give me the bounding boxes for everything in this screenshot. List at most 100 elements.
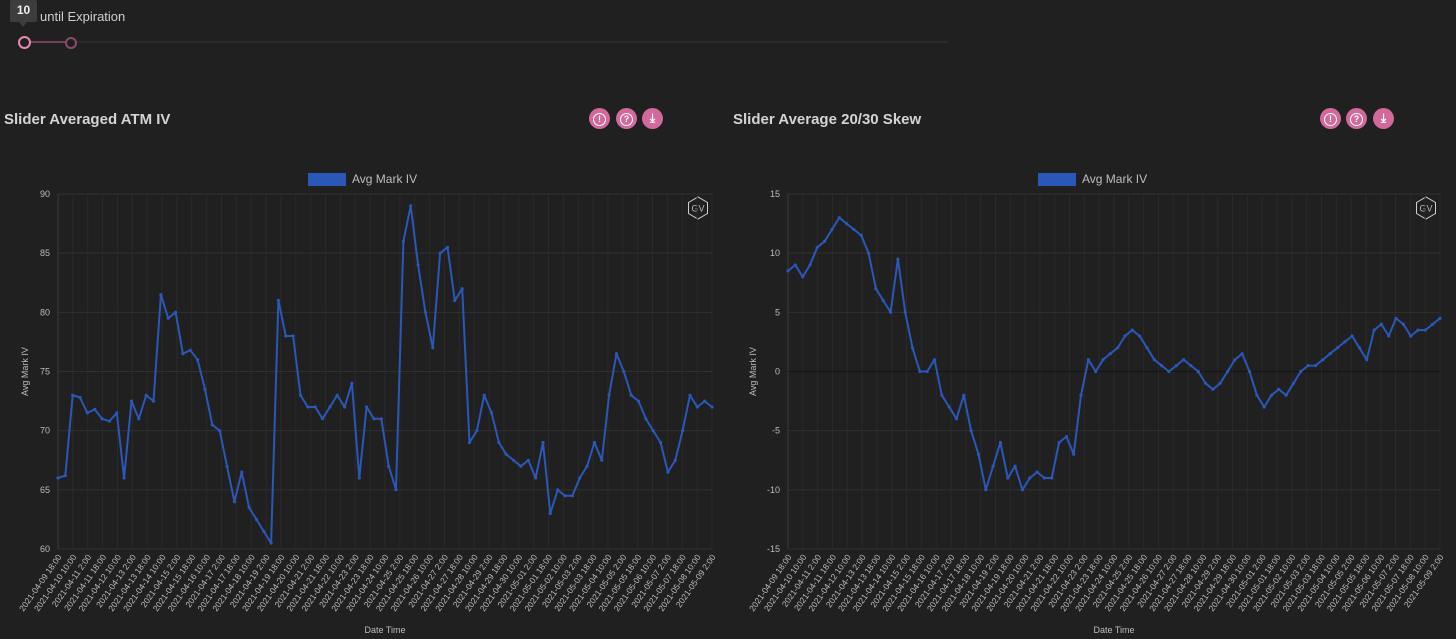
data-point [673, 458, 677, 462]
info-icon[interactable]: ! [589, 108, 610, 129]
y-tick-label: 75 [40, 367, 50, 377]
data-point [644, 417, 648, 421]
data-point [1365, 358, 1369, 362]
logo-text: GV [691, 204, 704, 214]
data-point [918, 369, 922, 374]
data-point [1350, 334, 1354, 338]
data-point [1094, 369, 1098, 374]
slider-value-tooltip: 10 [10, 0, 37, 27]
data-point [1013, 464, 1017, 468]
data-point [1299, 369, 1303, 374]
y-tick-label: 10 [770, 248, 780, 258]
data-point [203, 387, 207, 391]
data-point [232, 500, 236, 504]
data-point [129, 399, 134, 403]
y-axis-title: Avg Mark IV [748, 347, 758, 396]
data-point [563, 494, 567, 498]
data-point [607, 393, 611, 397]
data-point [578, 476, 582, 480]
data-point [1394, 316, 1398, 320]
data-point [859, 233, 863, 237]
data-point [225, 464, 229, 468]
data-point [1064, 435, 1068, 439]
data-point [262, 529, 266, 533]
data-point [1174, 364, 1178, 368]
data-point [100, 417, 104, 421]
data-point [240, 470, 244, 474]
data-point [903, 310, 907, 314]
data-point [511, 458, 516, 462]
expiration-slider[interactable]: 10 until Expiration [0, 0, 960, 60]
data-point [343, 405, 347, 409]
data-point [1211, 387, 1215, 391]
legend-swatch [308, 173, 346, 186]
x-axis-title: Date Time [364, 625, 405, 635]
download-icon[interactable]: ⤓ [1373, 108, 1394, 129]
data-point [681, 429, 685, 433]
data-point [196, 358, 200, 362]
data-point [1108, 352, 1112, 356]
data-point [328, 405, 332, 409]
data-point [1116, 346, 1120, 350]
data-point [592, 440, 597, 445]
data-point [710, 405, 714, 409]
slider-label: until Expiration [40, 9, 126, 24]
data-point [254, 517, 258, 521]
slider-handle-end[interactable] [65, 37, 77, 49]
y-tick-label: 60 [40, 544, 50, 554]
data-point [1152, 358, 1156, 362]
legend-swatch [1038, 173, 1076, 186]
help-icon[interactable]: ? [1346, 108, 1367, 129]
data-point [1130, 328, 1134, 332]
data-point [401, 239, 405, 243]
data-point [320, 417, 325, 421]
data-point [815, 245, 819, 249]
data-point [1072, 452, 1076, 456]
data-point [218, 429, 222, 433]
info-icon[interactable]: ! [1320, 108, 1341, 129]
data-point [144, 393, 148, 397]
logo-text: GV [1419, 204, 1432, 214]
data-point [1079, 393, 1083, 397]
data-point [298, 393, 303, 397]
help-icon[interactable]: ? [616, 108, 637, 129]
data-point [1035, 470, 1039, 474]
panel-title-atm-iv: Slider Averaged ATM IV [4, 111, 171, 128]
data-point [837, 216, 841, 220]
data-point [867, 251, 871, 255]
data-point [976, 452, 981, 456]
data-point [786, 269, 790, 273]
y-tick-label: 0 [775, 367, 780, 377]
data-point [122, 476, 126, 480]
data-point [379, 417, 383, 421]
y-tick-label: -10 [767, 485, 780, 495]
y-tick-label: 65 [40, 485, 50, 495]
data-point [1028, 476, 1032, 480]
data-point [460, 287, 464, 291]
data-point [1204, 381, 1208, 385]
y-axis-title: Avg Mark IV [20, 347, 30, 396]
data-point [1189, 364, 1193, 368]
data-point [490, 411, 494, 415]
slider-handle-start[interactable] [18, 36, 31, 49]
data-point [1247, 369, 1252, 374]
data-point [954, 417, 959, 421]
data-point [1196, 369, 1200, 374]
y-tick-label: 90 [40, 189, 50, 199]
data-point [541, 440, 545, 445]
data-point [845, 222, 849, 226]
data-point [93, 407, 97, 411]
download-icon[interactable]: ⤓ [642, 108, 663, 129]
data-point [969, 429, 973, 433]
data-point [534, 476, 538, 480]
data-point [210, 423, 214, 427]
y-tick-label: -15 [767, 544, 780, 554]
data-point [1160, 364, 1164, 368]
slider-range-fill [24, 41, 70, 43]
data-point [1379, 322, 1383, 326]
data-point [1343, 340, 1347, 344]
slider-track[interactable] [18, 41, 948, 43]
data-point [585, 464, 589, 468]
